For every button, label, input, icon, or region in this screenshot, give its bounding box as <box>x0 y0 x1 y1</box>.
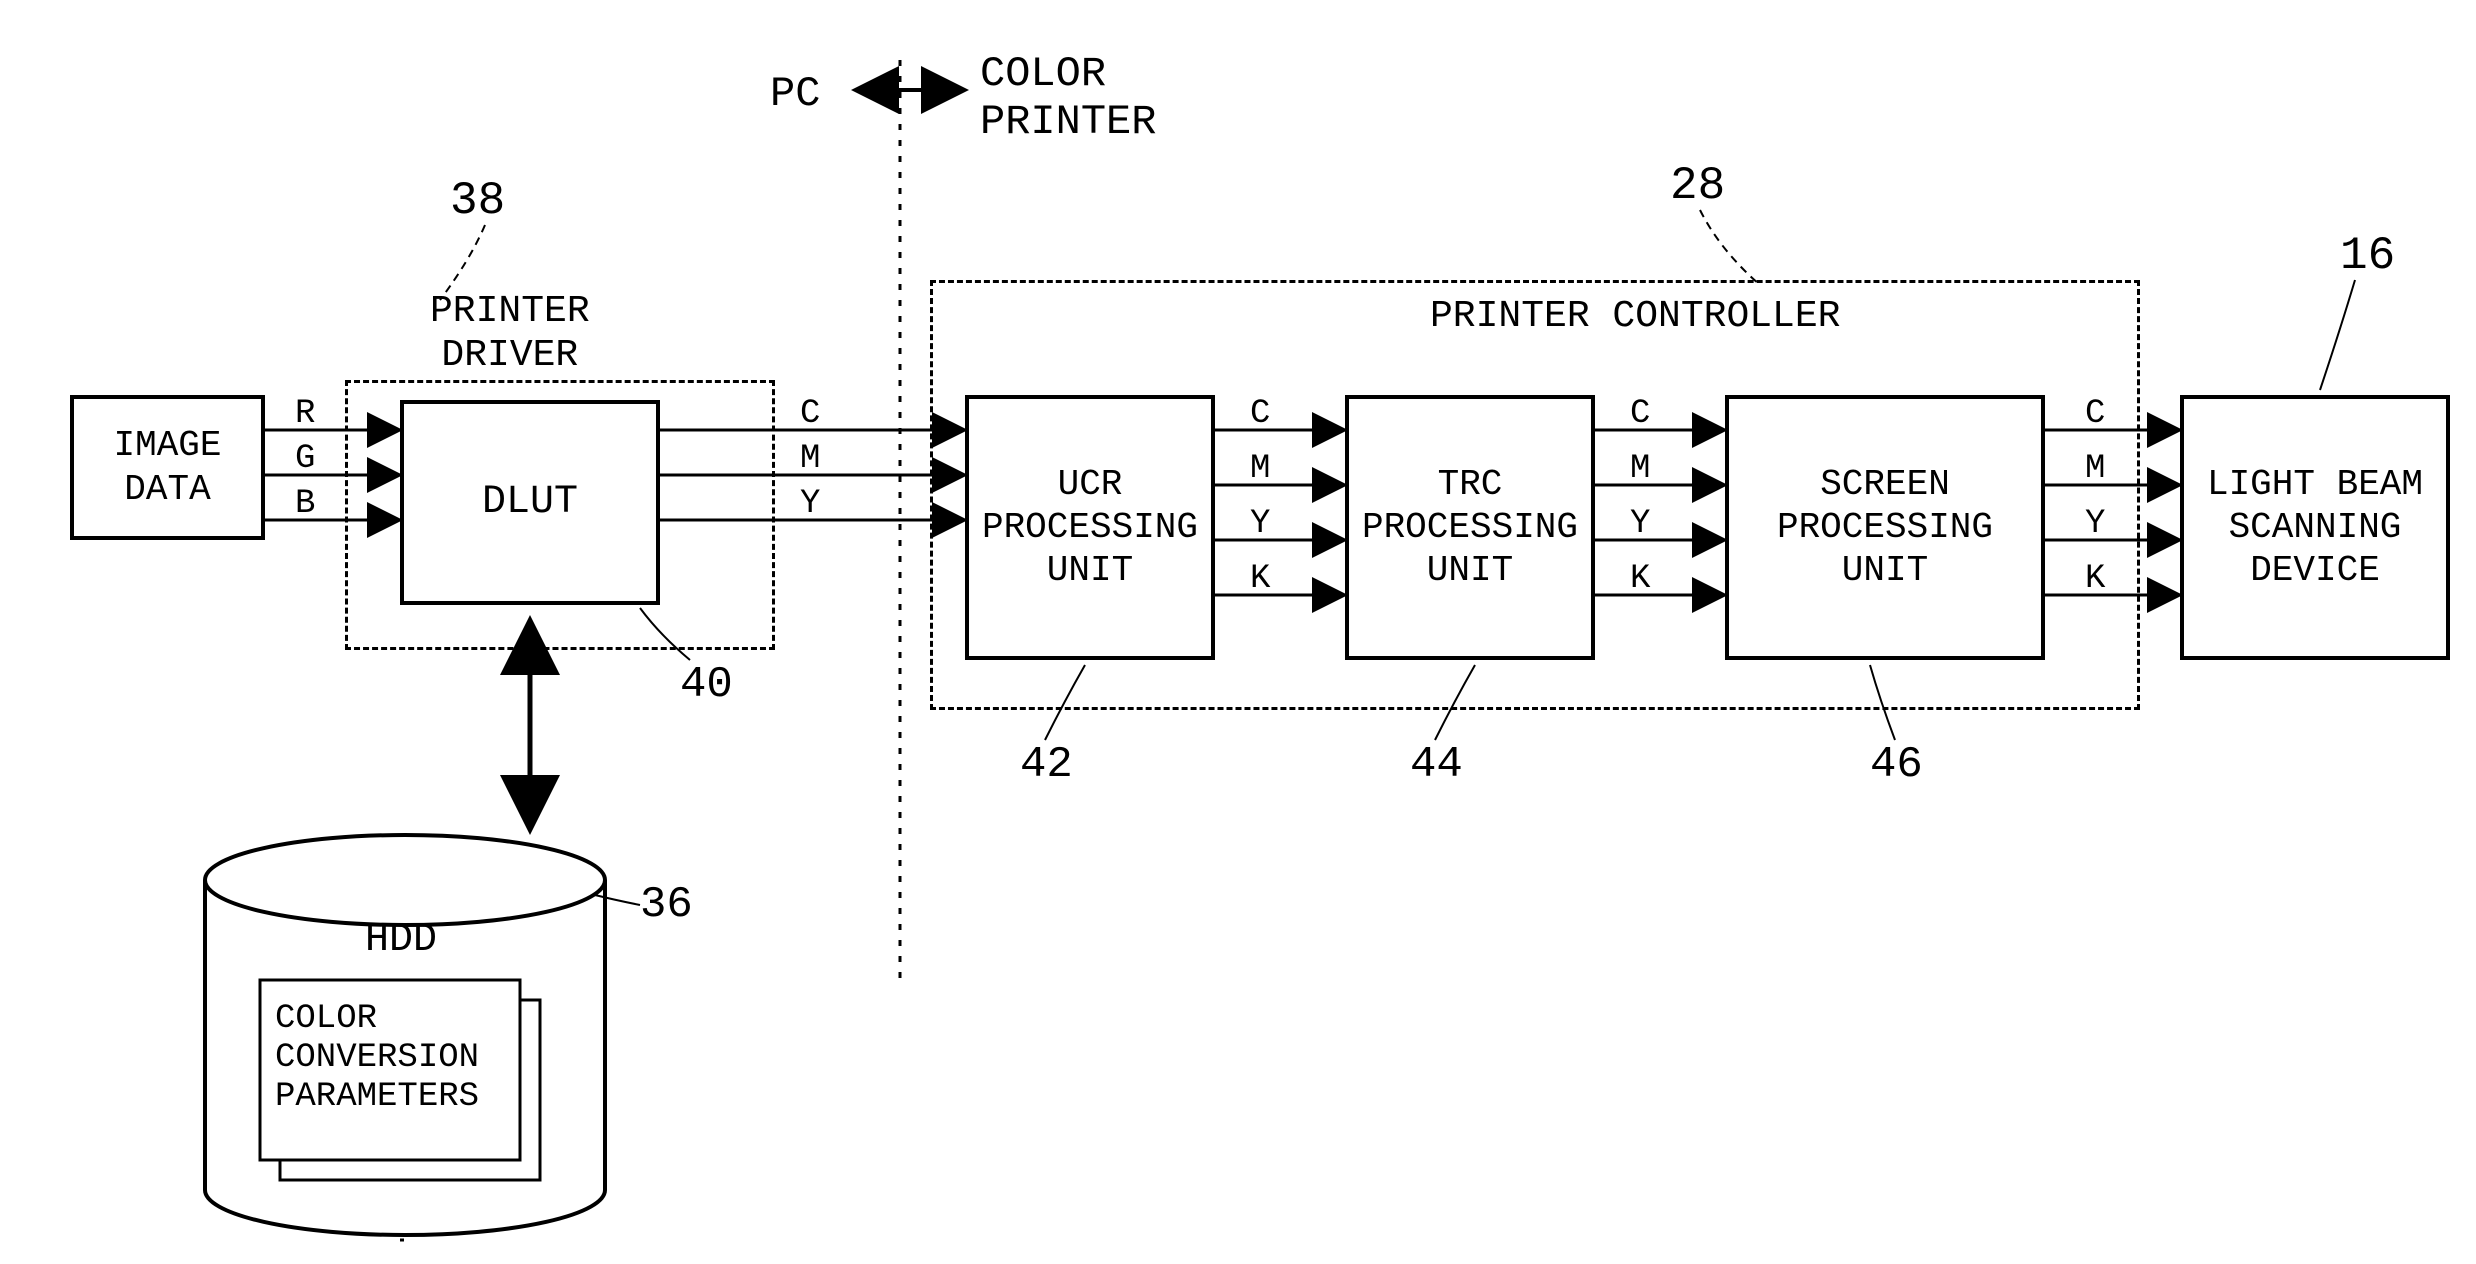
sig-m4: M <box>2085 450 2105 488</box>
sig-c3: C <box>1630 395 1650 433</box>
sig-k3: K <box>1630 560 1650 598</box>
ref-42: 42 <box>1020 740 1073 791</box>
sig-m3: M <box>1630 450 1650 488</box>
dlut-block: DLUT <box>400 400 660 605</box>
sig-y1: Y <box>800 485 820 523</box>
sig-c2: C <box>1250 395 1270 433</box>
color-printer-label: COLOR PRINTER <box>980 50 1156 147</box>
trc-block: TRC PROCESSING UNIT <box>1345 395 1595 660</box>
sig-c1: C <box>800 395 820 433</box>
ref-38: 38 <box>450 175 505 228</box>
ref-44: 44 <box>1410 740 1463 791</box>
screen-block: SCREEN PROCESSING UNIT <box>1725 395 2045 660</box>
sig-y2: Y <box>1250 505 1270 543</box>
dlut-label: DLUT <box>482 479 578 527</box>
printer-driver-title: PRINTER DRIVER <box>430 290 590 377</box>
ref-28: 28 <box>1670 160 1725 213</box>
sig-m1: M <box>800 440 820 478</box>
sig-k4: K <box>2085 560 2105 598</box>
ref-16: 16 <box>2340 230 2395 283</box>
ucr-label: UCR PROCESSING UNIT <box>969 463 1211 593</box>
sig-r: R <box>295 395 315 433</box>
sig-c4: C <box>2085 395 2105 433</box>
sig-m2: M <box>1250 450 1270 488</box>
screen-label: SCREEN PROCESSING UNIT <box>1729 463 2041 593</box>
scanner-label: LIGHT BEAM SCANNING DEVICE <box>2184 463 2446 593</box>
sig-y3: Y <box>1630 505 1650 543</box>
sig-b: B <box>295 485 315 523</box>
printer-controller-title: PRINTER CONTROLLER <box>1430 295 1840 339</box>
hdd-doc-label: COLOR CONVERSION PARAMETERS <box>275 1000 479 1117</box>
ref-36: 36 <box>640 880 693 931</box>
sig-g: G <box>295 440 315 478</box>
pc-label: PC <box>770 70 820 118</box>
sig-y4: Y <box>2085 505 2105 543</box>
ref-46: 46 <box>1870 740 1923 791</box>
sig-k2: K <box>1250 560 1270 598</box>
image-data-block: IMAGE DATA <box>70 395 265 540</box>
ref-40: 40 <box>680 660 733 711</box>
image-data-label: IMAGE DATA <box>74 424 261 510</box>
trc-label: TRC PROCESSING UNIT <box>1349 463 1591 593</box>
hdd-title: HDD <box>365 918 437 964</box>
scanner-block: LIGHT BEAM SCANNING DEVICE <box>2180 395 2450 660</box>
ucr-block: UCR PROCESSING UNIT <box>965 395 1215 660</box>
